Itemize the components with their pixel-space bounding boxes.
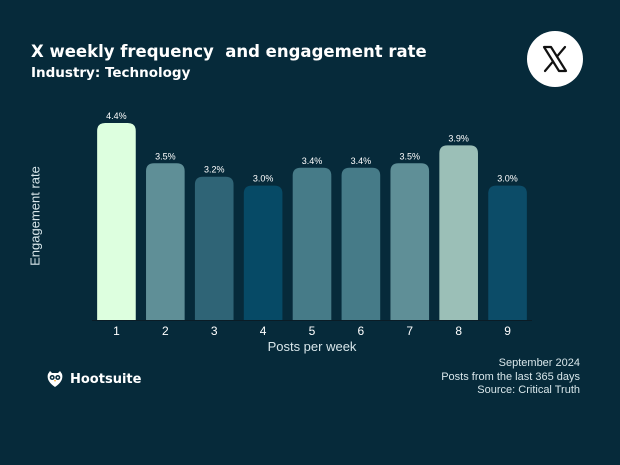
- bar-7: [390, 163, 430, 320]
- chart-subtitle: Industry: Technology: [31, 65, 191, 81]
- data-label-9: 3.0%: [497, 174, 518, 184]
- footnote-date: September 2024: [498, 357, 580, 369]
- data-label-4: 3.0%: [253, 174, 274, 184]
- x-tick-label-3: 3: [211, 324, 218, 338]
- bar-2: [146, 163, 185, 320]
- owl-logo-icon: [47, 371, 63, 387]
- x-tick-label-9: 9: [504, 324, 511, 338]
- x-tick-label-8: 8: [455, 324, 462, 338]
- x-tick-label-5: 5: [309, 324, 316, 338]
- x-tick-label-2: 2: [162, 324, 169, 338]
- bar-3: [194, 176, 234, 320]
- data-label-6: 3.4%: [351, 156, 372, 166]
- footnote-source: Source: Critical Truth: [477, 384, 580, 396]
- chart-title: X weekly frequency and engagement rate: [31, 42, 427, 61]
- brand-name: Hootsuite: [70, 371, 142, 387]
- hootsuite-logo: Hootsuite: [45, 369, 141, 389]
- footnotes: September 2024 Posts from the last 365 d…: [441, 357, 580, 398]
- x-tick-label-7: 7: [406, 324, 413, 338]
- x-tick-label-6: 6: [358, 324, 365, 338]
- x-tick-label-4: 4: [260, 324, 267, 338]
- bar-5: [292, 167, 332, 320]
- data-label-2: 3.5%: [155, 151, 176, 161]
- bar-6: [341, 167, 381, 320]
- x-logo-icon: [527, 31, 583, 87]
- data-label-3: 3.2%: [204, 165, 225, 175]
- data-label-7: 3.5%: [400, 151, 421, 161]
- bar-4: [243, 185, 283, 320]
- data-label-1: 4.4%: [106, 111, 127, 121]
- data-label-5: 3.4%: [302, 156, 323, 166]
- data-label-8: 3.9%: [448, 133, 469, 143]
- footnote-scope: Posts from the last 365 days: [441, 370, 580, 383]
- bar-1: [97, 123, 136, 320]
- x-tick-label-1: 1: [113, 324, 120, 338]
- bar-9: [488, 185, 527, 320]
- x-axis-label: Posts per week: [267, 339, 357, 354]
- bar-8: [439, 145, 478, 320]
